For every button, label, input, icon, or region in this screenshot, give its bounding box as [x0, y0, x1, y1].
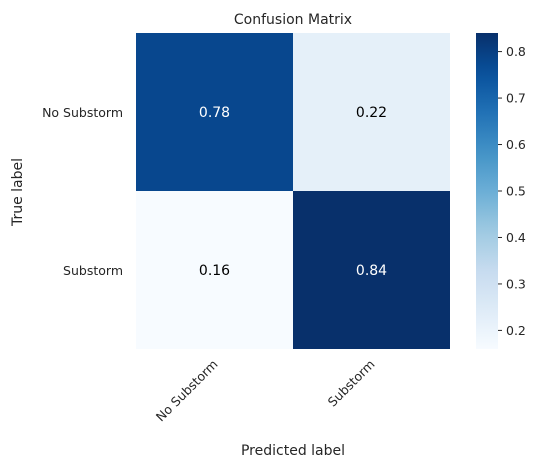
chart-title: Confusion Matrix: [234, 12, 352, 28]
colorbar-tick-label: 0.8: [506, 44, 526, 59]
y-tick-label: No Substorm: [42, 105, 123, 120]
colorbar-tick-label: 0.2: [506, 323, 526, 338]
y-axis-label: True label: [10, 158, 26, 227]
cell-value-label: 0.84: [356, 263, 387, 279]
y-tick-labels: No Substorm Substorm: [42, 105, 123, 278]
heatmap-cell: [293, 191, 450, 349]
heatmap-cell: [136, 191, 293, 349]
cell-value-label: 0.22: [356, 105, 387, 121]
cell-value-label: 0.16: [199, 263, 230, 279]
heatmap-cell: [293, 33, 450, 191]
colorbar: [476, 33, 498, 349]
colorbar-ticks: 0.2 0.3 0.4 0.5 0.6 0.7 0.8: [498, 44, 526, 338]
colorbar-tick-label: 0.5: [506, 184, 526, 199]
heatmap-cells: 0.78 0.22 0.16 0.84: [136, 33, 450, 349]
heatmap-cell: [136, 33, 293, 191]
x-tick-label: Substorm: [325, 357, 378, 410]
x-axis-label: Predicted label: [241, 443, 345, 459]
colorbar-tick-label: 0.4: [506, 230, 526, 245]
colorbar-tick-label: 0.7: [506, 91, 526, 106]
x-tick-labels: No Substorm Substorm: [153, 357, 378, 425]
x-tick-label: No Substorm: [153, 357, 221, 425]
colorbar-tick-label: 0.6: [506, 137, 526, 152]
cell-value-label: 0.78: [199, 105, 230, 121]
colorbar-tick-label: 0.3: [506, 276, 526, 291]
y-tick-label: Substorm: [63, 263, 123, 278]
